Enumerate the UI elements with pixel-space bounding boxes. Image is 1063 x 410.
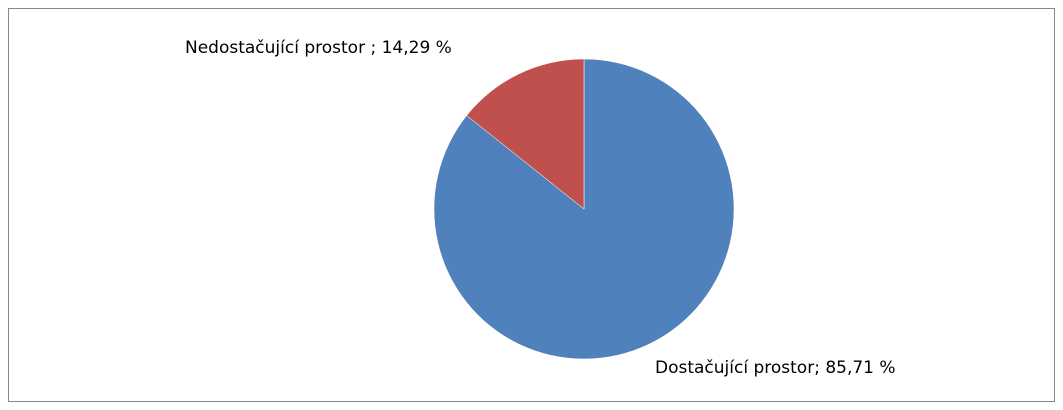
pie-slice <box>433 58 735 360</box>
pie-slice <box>466 58 585 210</box>
data-label: Dostačující prostor; 85,71 % <box>655 358 896 378</box>
data-label: Nedostačující prostor ; 14,29 % <box>185 38 452 58</box>
